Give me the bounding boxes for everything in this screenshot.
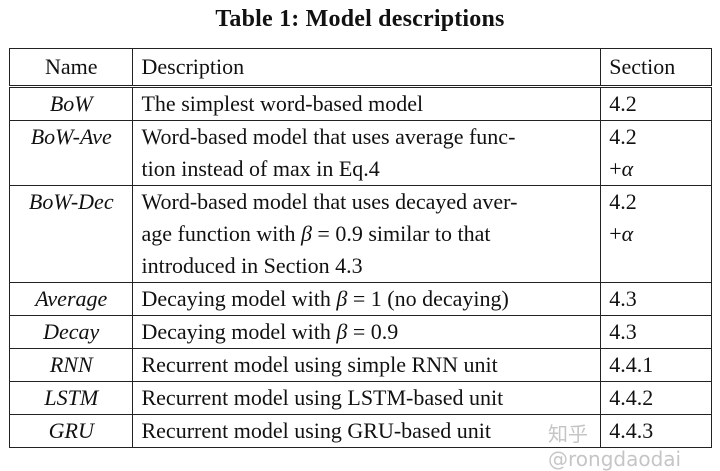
description-line: The simplest word-based model <box>141 91 424 116</box>
model-description: Recurrent model using GRU-based unit <box>132 414 602 448</box>
section-line: 4.4.3 <box>609 418 654 443</box>
table-row: Average Decaying model with β = 1 (no dec… <box>8 282 712 316</box>
model-name: LSTM <box>8 381 134 415</box>
table-row: BoW The simplest word-based model 4.2 <box>8 85 712 121</box>
model-descriptions-table: Name Description Section BoW The simplest… <box>8 48 712 448</box>
model-description: Word-based model that uses decayed aver-… <box>132 185 602 283</box>
table-row: BoW-Dec Word-based model that uses decaye… <box>8 185 712 283</box>
header-row: Name Description Section <box>8 48 712 87</box>
description-line: introduced in Section 4.3 <box>141 253 363 278</box>
section-line: 4.2 <box>609 124 637 149</box>
model-section: 4.2 +α <box>600 120 712 186</box>
table-row: LSTM Recurrent model using LSTM-based uni… <box>8 381 712 415</box>
description-line: Recurrent model using LSTM-based unit <box>141 385 504 410</box>
section-line: 4.3 <box>609 286 637 311</box>
model-section: 4.3 <box>600 282 712 316</box>
section-line: 4.3 <box>609 319 637 344</box>
model-section: 4.4.1 <box>600 348 712 382</box>
section-line: +α <box>609 221 634 246</box>
model-name: Average <box>8 282 134 316</box>
section-line: 4.4.1 <box>609 352 654 377</box>
section-line: 4.4.2 <box>609 385 654 410</box>
math-symbol: β <box>336 319 348 344</box>
table-body: BoW The simplest word-based model 4.2 BoW-A… <box>8 85 712 448</box>
header-description: Description <box>132 48 602 87</box>
description-line: tion instead of max in Eq.4 <box>141 156 380 181</box>
description-line: Word-based model that uses decayed aver- <box>141 189 518 214</box>
math-symbol: α <box>621 156 634 181</box>
description-line: age function with β = 0.9 similar to tha… <box>141 221 491 246</box>
description-line: Word-based model that uses average func- <box>141 124 516 149</box>
header-name: Name <box>8 48 134 87</box>
model-name: RNN <box>8 348 134 382</box>
section-line: 4.2 <box>609 91 637 116</box>
section-line: +α <box>609 156 634 181</box>
model-section: 4.3 <box>600 315 712 349</box>
math-symbol: β <box>336 286 348 311</box>
model-description: The simplest word-based model <box>132 85 602 121</box>
description-line: Recurrent model using simple RNN unit <box>141 352 498 377</box>
table-row: BoW-Ave Word-based model that uses averag… <box>8 120 712 186</box>
model-description: Word-based model that uses average func-… <box>132 120 602 186</box>
description-line: Recurrent model using GRU-based unit <box>141 418 491 443</box>
model-name: GRU <box>8 414 134 448</box>
table-row: Decay Decaying model with β = 0.9 4.3 <box>8 315 712 349</box>
table-caption: Table 1: Model descriptions <box>215 6 505 32</box>
description-line: Decaying model with β = 1 (no decaying) <box>141 286 509 311</box>
model-section: 4.4.3 <box>600 414 712 448</box>
table-row: GRU Recurrent model using GRU-based unit 4… <box>8 414 712 448</box>
model-section: 4.2 <box>600 85 712 121</box>
model-name: Decay <box>8 315 134 349</box>
model-description: Recurrent model using LSTM-based unit <box>132 381 602 415</box>
model-section: 4.4.2 <box>600 381 712 415</box>
model-description: Decaying model with β = 1 (no decaying) <box>132 282 602 316</box>
header-section: Section <box>600 48 712 87</box>
section-line: 4.2 <box>609 189 637 214</box>
description-line: Decaying model with β = 0.9 <box>141 319 399 344</box>
model-name: BoW-Dec <box>8 185 134 283</box>
model-description: Decaying model with β = 0.9 <box>132 315 602 349</box>
model-name: BoW <box>8 85 134 121</box>
math-symbol: β <box>300 221 312 246</box>
math-symbol: α <box>621 221 634 246</box>
table-row: RNN Recurrent model using simple RNN unit… <box>8 348 712 382</box>
model-section: 4.2 +α <box>600 185 712 283</box>
model-name: BoW-Ave <box>8 120 134 186</box>
model-description: Recurrent model using simple RNN unit <box>132 348 602 382</box>
